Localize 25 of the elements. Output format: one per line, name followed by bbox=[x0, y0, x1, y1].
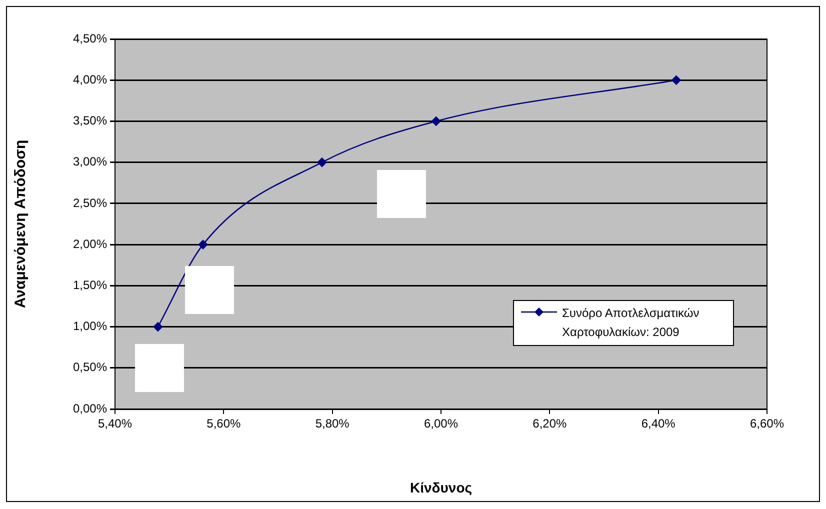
y-tick-label: 0,50% bbox=[72, 360, 108, 374]
y-tick-label: 2,00% bbox=[72, 236, 108, 251]
x-tick-label: 5,80% bbox=[315, 416, 350, 431]
x-tick-label: 5,40% bbox=[98, 416, 132, 431]
y-tick-label: 2,50% bbox=[72, 196, 108, 210]
y-tick-label: 4,50% bbox=[72, 31, 108, 46]
point bbox=[672, 75, 681, 85]
x-tick-label: 6,00% bbox=[424, 416, 458, 431]
y-tick-label: 1,50% bbox=[72, 278, 108, 292]
x-tick-label: 5,60% bbox=[206, 416, 242, 431]
y-tick-label: 3,50% bbox=[72, 114, 108, 128]
y-tick-label: 1,00% bbox=[72, 319, 108, 334]
point bbox=[317, 158, 327, 167]
legend-label: Συνόρο Αποτλελσματικών Χαρτοφυλακίων: 2009 bbox=[562, 305, 700, 341]
x-tick-label: 6,60% bbox=[750, 416, 784, 431]
point bbox=[431, 116, 441, 126]
x-axis-title: Κίνδυνος bbox=[410, 479, 472, 496]
x-tick-label: 6,20% bbox=[532, 416, 568, 431]
y-tick-label: 0,00% bbox=[72, 401, 108, 416]
x-tick-label: 6,40% bbox=[641, 416, 676, 431]
y-tick-label: 4,00% bbox=[72, 72, 108, 86]
y-axis-title: Αναμενόμενη Απόδοση bbox=[12, 140, 30, 308]
y-tick-label: 3,00% bbox=[72, 154, 108, 169]
point bbox=[198, 240, 208, 250]
point bbox=[153, 322, 163, 332]
